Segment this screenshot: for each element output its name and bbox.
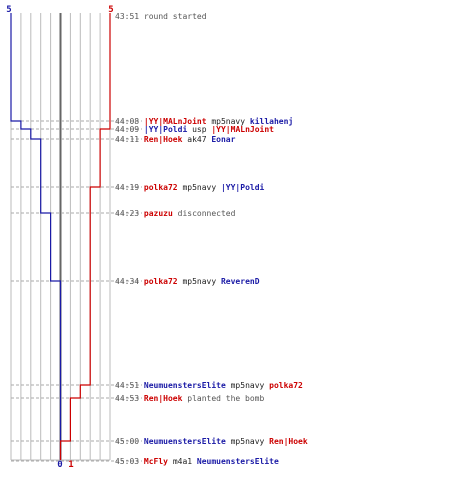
event-row: 44:08 |YY|MALnJoint mp5navy killahenj	[115, 116, 293, 126]
event-row: 45:03 McFly m4a1 NeumuenstersElite	[115, 456, 279, 466]
red-player-name: |YY|MALnJoint	[211, 124, 274, 134]
red-player-name: polka72	[144, 183, 178, 192]
red-player-name: Ren|Hoek	[144, 394, 183, 403]
blue-player-name: ReverenD	[221, 277, 260, 286]
blue-player-name: NeumuenstersElite	[144, 436, 226, 446]
blue-player-name: |YY|Poldi	[144, 124, 188, 134]
player-count-lines	[10, 13, 111, 460]
event-time: 44:09	[115, 125, 144, 134]
event-time: 44:53	[115, 394, 144, 403]
blue-start-label: 5	[6, 5, 11, 15]
event-text: mp5navy	[178, 183, 221, 192]
red-player-name: polka72	[269, 381, 303, 390]
event-time: 44:08	[115, 117, 144, 126]
event-time: 44:51	[115, 381, 144, 390]
event-row: 44:11 Ren|Hoek ak47 Eonar	[115, 135, 236, 144]
red-player-name: pazuzu	[144, 209, 173, 218]
event-time: 44:11	[115, 135, 144, 144]
event-text: planted the bomb	[182, 394, 264, 403]
red-player-name: polka72	[144, 277, 178, 286]
event-time: 44:19	[115, 183, 144, 192]
event-text: mp5navy	[226, 381, 269, 390]
red-player-name: Ren|Hoek	[144, 135, 183, 144]
event-text: m4a1	[168, 457, 197, 466]
event-row: 45:00 NeumuenstersElite mp5navy Ren|Hoek	[115, 436, 308, 446]
blue-player-name: killahenj	[250, 116, 293, 126]
red-player-name: Ren|Hoek	[269, 437, 308, 446]
event-text: ak47	[182, 135, 211, 144]
event-text: mp5navy	[226, 437, 269, 446]
event-row: 44:19 polka72 mp5navy |YY|Poldi	[115, 182, 265, 192]
player-count-labels: 5 5 0 1	[6, 5, 113, 470]
event-time: 43:51	[115, 12, 144, 21]
event-row: 43:51 round started	[115, 12, 207, 21]
red-player-name: |YY|MALnJoint	[144, 116, 207, 126]
event-text: mp5navy	[207, 117, 250, 126]
blue-player-name: NeumuenstersElite	[197, 456, 279, 466]
event-time: 44:34	[115, 277, 144, 286]
blue-end-label: 0	[57, 460, 62, 470]
event-text: round started	[144, 12, 207, 21]
blue-player-name: Eonar	[211, 135, 235, 144]
event-text: mp5navy	[178, 277, 221, 286]
event-time: 45:00	[115, 437, 144, 446]
blue-player-name: |YY|Poldi	[221, 182, 265, 192]
blue-player-count-line	[10, 13, 62, 460]
red-player-count-line	[59, 13, 111, 460]
red-start-label: 5	[108, 5, 113, 15]
event-time: 44:23	[115, 209, 144, 218]
event-row: 44:34 polka72 mp5navy ReverenD	[115, 277, 260, 286]
event-row: 44:09 |YY|Poldi usp |YY|MALnJoint	[115, 124, 274, 134]
event-row: 44:23 pazuzu disconnected	[115, 209, 236, 218]
event-time: 45:03	[115, 457, 144, 466]
red-player-name: McFly	[144, 457, 168, 466]
event-log: 43:51 round started 44:08 |YY|MALnJoint m…	[115, 12, 308, 466]
event-row: 44:53 Ren|Hoek planted the bomb	[115, 394, 265, 403]
event-text: usp	[187, 125, 211, 134]
event-row: 44:51 NeumuenstersElite mp5navy polka72	[115, 380, 303, 390]
blue-player-name: NeumuenstersElite	[144, 380, 226, 390]
event-text: disconnected	[173, 209, 236, 218]
red-end-label: 1	[68, 460, 73, 470]
